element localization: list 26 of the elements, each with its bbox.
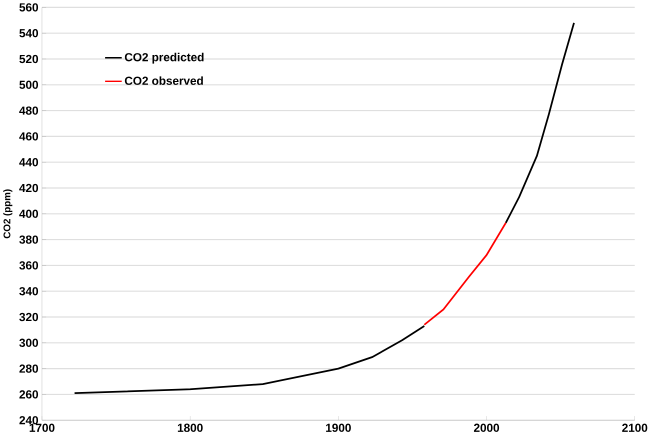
y-tick-label: 440 [19, 158, 38, 166]
y-tick-label: 500 [19, 80, 38, 89]
line-series [423, 222, 507, 326]
y-tick-label: 560 [19, 3, 38, 12]
y-tick-label: 480 [19, 106, 38, 115]
y-tick-label: 460 [19, 132, 38, 140]
legend-label: CO2 predicted [124, 52, 204, 64]
y-tick-label: 340 [19, 286, 38, 296]
y-tick-label: 400 [19, 210, 38, 218]
y-tick-label: 540 [19, 28, 38, 38]
y-tick-label: 380 [19, 235, 38, 244]
y-tick-label: 260 [19, 390, 38, 398]
y-tick-label: 280 [19, 364, 38, 373]
x-tick-label: 1900 [326, 424, 351, 432]
x-tick-label: 1800 [178, 424, 203, 432]
x-tick-label: 1700 [30, 424, 54, 432]
y-tick-label: 360 [19, 261, 38, 270]
x-tick-label: 2000 [474, 424, 500, 432]
y-tick-label: 240 [19, 416, 38, 424]
y-tick-label: 520 [19, 54, 38, 64]
x-tick-label: 2100 [622, 424, 648, 432]
y-tick-label: 320 [19, 312, 38, 322]
legend-label: CO2 observed [124, 76, 203, 85]
y-tick-label: 300 [19, 338, 38, 347]
y-tick-label: 420 [19, 184, 38, 192]
y-axis-title: CO2 (ppm) [3, 189, 12, 238]
